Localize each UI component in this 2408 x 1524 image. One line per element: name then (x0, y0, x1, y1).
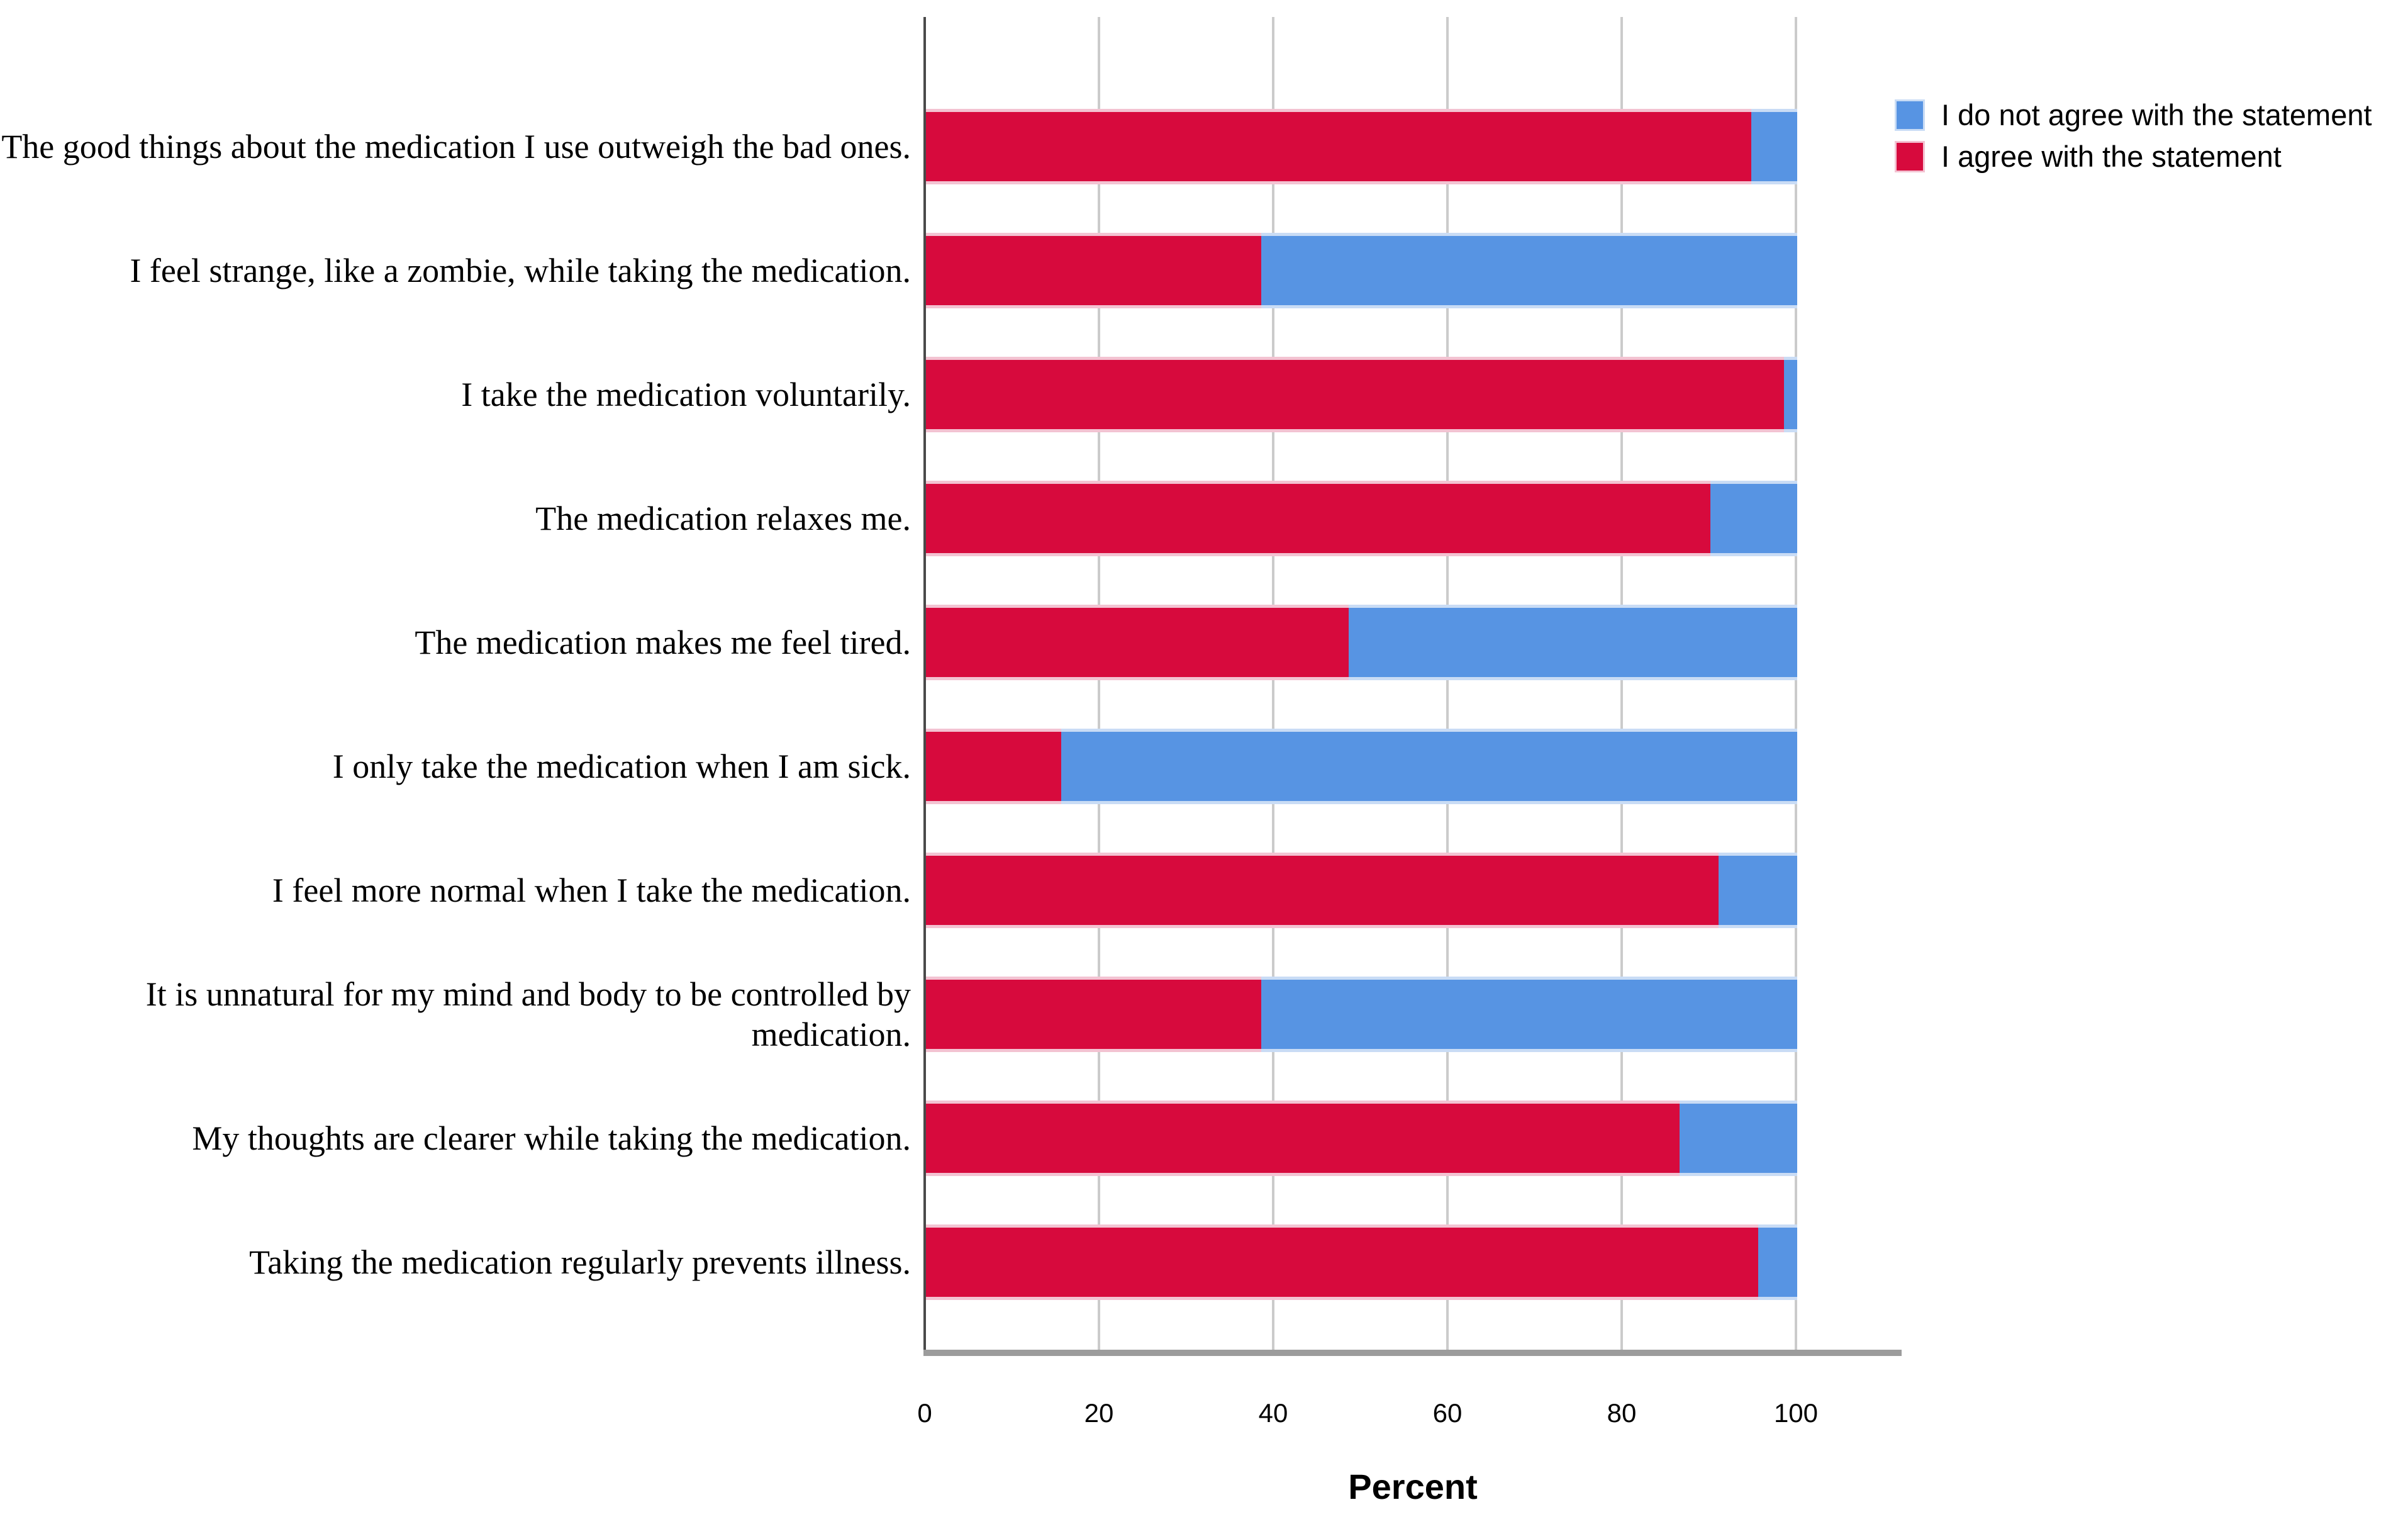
legend-label-agree: I agree with the statement (1941, 140, 2282, 173)
category-label: It is unnatural for my mind and body to … (145, 975, 911, 1053)
y-axis-line (923, 17, 926, 1352)
x-axis-line (923, 1350, 1902, 1356)
bar-row (926, 977, 1797, 1052)
category-label: I only take the medication when I am sic… (332, 748, 911, 785)
bar-segment-agree (926, 233, 1262, 308)
legend-item-agree: I agree with the statement (1895, 136, 2372, 177)
bar-segment-disagree (1680, 1101, 1797, 1176)
bar-segment-agree (926, 729, 1061, 804)
bar-row (926, 109, 1797, 184)
bar-segment-agree (926, 605, 1349, 680)
x-tick-label: 20 (1084, 1398, 1114, 1428)
bar-segment-disagree (1061, 729, 1797, 804)
category-label: I take the medication voluntarily. (461, 376, 911, 413)
bar-segment-agree (926, 109, 1751, 184)
category-label: Taking the medication regularly prevents… (249, 1243, 911, 1281)
bar-segment-agree (926, 1224, 1758, 1300)
bar-segment-disagree (1719, 853, 1797, 928)
bar-row (926, 729, 1797, 804)
x-tick-label: 100 (1773, 1398, 1819, 1428)
gridline (1272, 17, 1274, 1350)
x-tick-label: 80 (1607, 1398, 1637, 1428)
bar-row (926, 1224, 1797, 1300)
gridline (1446, 17, 1449, 1350)
bar-row (926, 481, 1797, 556)
gridline (1620, 17, 1623, 1350)
category-label: My thoughts are clearer while taking the… (192, 1119, 911, 1157)
bar-segment-disagree (1261, 233, 1797, 308)
legend-item-disagree: I do not agree with the statement (1895, 94, 2372, 136)
x-axis-title: Percent (1348, 1467, 1478, 1506)
bar-row (926, 1101, 1797, 1176)
bar-segment-disagree (1348, 605, 1797, 680)
legend-label-disagree: I do not agree with the statement (1941, 98, 2372, 132)
bar-segment-agree (926, 977, 1262, 1052)
gridline (1098, 17, 1100, 1350)
x-tick-label: 40 (1258, 1398, 1288, 1428)
bar-row (926, 233, 1797, 308)
category-label: The medication relaxes me. (535, 500, 911, 537)
legend-swatch-agree (1895, 141, 1925, 172)
bar-segment-agree (926, 853, 1719, 928)
bar-segment-disagree (1784, 357, 1797, 432)
bar-segment-agree (926, 1101, 1680, 1176)
x-tick-label: 60 (1432, 1398, 1463, 1428)
category-label: I feel strange, like a zombie, while tak… (130, 252, 911, 289)
x-tick-label: 0 (917, 1398, 932, 1428)
category-label: The medication makes me feel tired. (415, 624, 911, 661)
bar-segment-disagree (1261, 977, 1797, 1052)
gridline (1795, 17, 1797, 1350)
bar-segment-disagree (1758, 1224, 1797, 1300)
bar-row (926, 853, 1797, 928)
bar-segment-agree (926, 357, 1785, 432)
category-label: I feel more normal when I take the medic… (272, 871, 911, 909)
bar-row (926, 357, 1797, 432)
legend: I do not agree with the statement I agre… (1895, 94, 2372, 177)
bar-segment-disagree (1710, 481, 1797, 556)
bar-segment-disagree (1751, 109, 1797, 184)
bar-row (926, 605, 1797, 680)
legend-swatch-disagree (1895, 99, 1925, 131)
category-label: The good things about the medication I u… (1, 128, 911, 165)
bar-segment-agree (926, 481, 1710, 556)
